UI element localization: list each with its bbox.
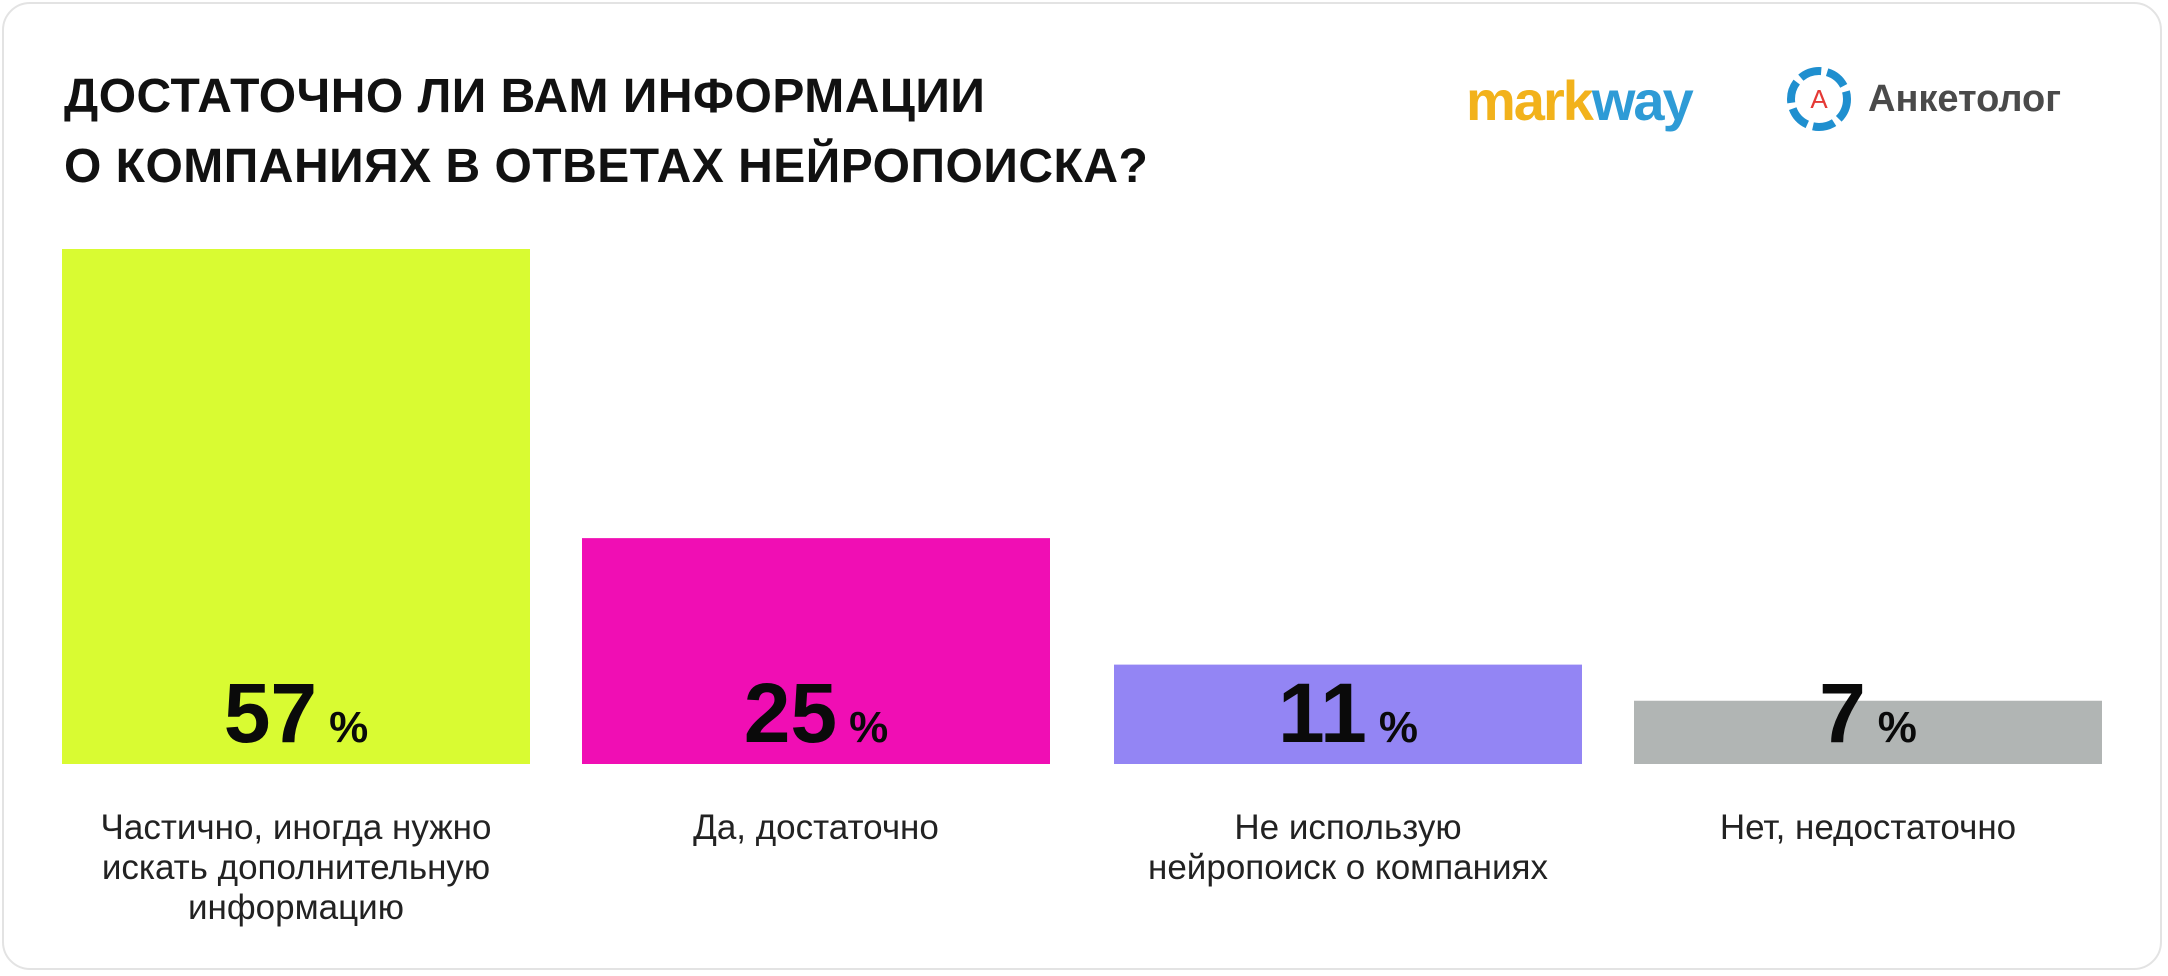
bar-value-number-3: 11: [1278, 666, 1367, 760]
bar-value-number-1: 57: [224, 666, 317, 760]
anketolog-name: Анкетолог: [1868, 78, 2062, 120]
category-label-4: Нет, недостаточно: [1633, 808, 2103, 848]
anketolog-emblem-icon: A: [1787, 67, 1851, 131]
bar-3: [1114, 664, 1582, 764]
bar-value-label-2: 25%: [744, 666, 889, 760]
category-label-3-line-1: Не использую: [1234, 808, 1462, 847]
category-label-1-line-2: искать дополнительную: [101, 848, 491, 887]
markway-logo-part-1: mark: [1466, 69, 1594, 132]
bar-value-suffix-4: %: [1878, 703, 1917, 752]
chart-title: ДОСТАТОЧНО ЛИ ВАМ ИНФОРМАЦИИ О КОМПАНИЯХ…: [64, 62, 1148, 202]
category-label-1-line-3: информацию: [188, 888, 404, 927]
bar-chart: 57% 25% 11% 7%: [62, 249, 2102, 764]
bar-value-suffix-2: %: [849, 703, 888, 752]
chart-title-line-1: ДОСТАТОЧНО ЛИ ВАМ ИНФОРМАЦИИ: [64, 70, 986, 123]
category-label-3-line-2: нейропоиск о компаниях: [1148, 848, 1548, 887]
category-label-1-line-1: Частично, иногда нужно: [100, 808, 492, 847]
anketolog-emblem-letter: A: [1810, 84, 1828, 114]
anketolog-logo: A Анкетолог: [1782, 62, 2061, 136]
chart-title-line-2: О КОМПАНИЯХ В ОТВЕТАХ НЕЙРОПОИСКА?: [64, 140, 1149, 193]
bar-4: [1634, 700, 2102, 764]
bar-value-suffix-1: %: [329, 703, 368, 752]
category-label-3: Не использую нейропоиск о компаниях: [1113, 808, 1583, 888]
bar-value-label-3: 11%: [1278, 666, 1418, 760]
bar-2: [582, 538, 1050, 764]
category-label-4-line-1: Нет, недостаточно: [1719, 808, 2017, 847]
markway-logo: markway: [1466, 66, 1694, 136]
category-label-2: Да, достаточно: [581, 808, 1051, 848]
bar-value-label-4: 7%: [1819, 666, 1917, 760]
bar-value-number-2: 25: [744, 666, 837, 760]
category-label-2-line-1: Да, достаточно: [693, 808, 939, 847]
bar-value-number-4: 7: [1819, 666, 1866, 760]
bar-1: [62, 249, 530, 764]
bar-value-suffix-3: %: [1379, 703, 1418, 752]
markway-logo-part-2: way: [1591, 69, 1694, 132]
bar-value-label-1: 57%: [224, 666, 369, 760]
category-label-1: Частично, иногда нужно искать дополнитель…: [61, 808, 531, 928]
